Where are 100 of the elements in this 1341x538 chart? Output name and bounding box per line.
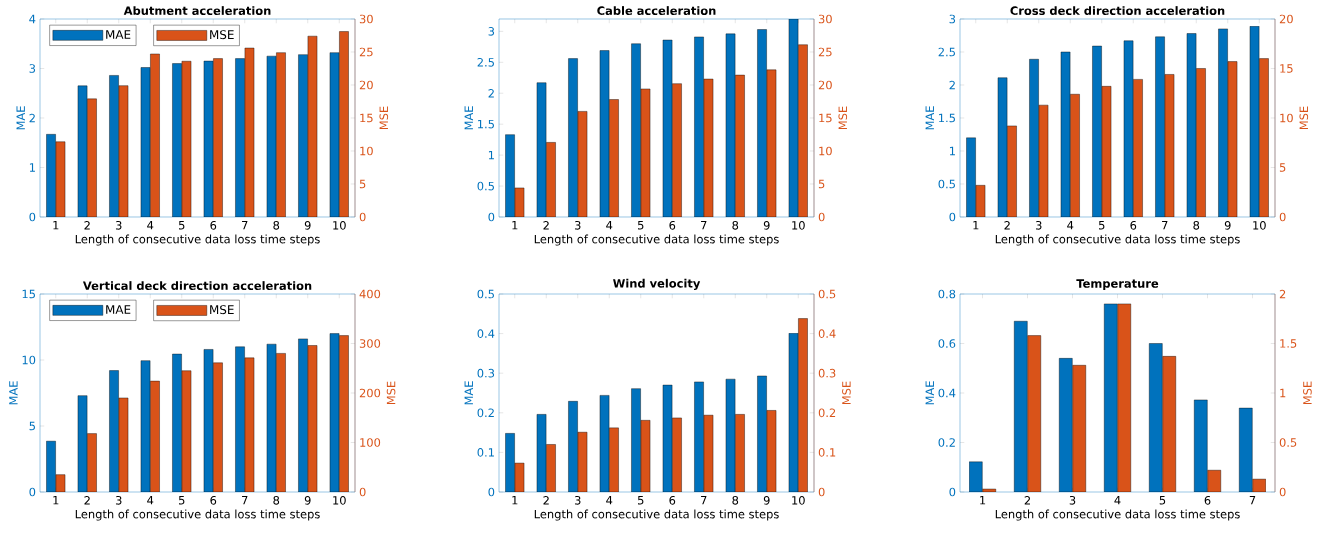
y-tick-label: 2.5 xyxy=(477,57,494,67)
x-tick-label: 5 xyxy=(179,221,185,230)
x-tick-label: 4 xyxy=(147,496,154,505)
x-tick-label: 10 xyxy=(333,221,346,230)
x-tick-label: 6 xyxy=(1130,221,1137,230)
y-tick-label: 0.8 xyxy=(938,289,956,299)
x-tick-label: 8 xyxy=(732,496,739,505)
y2-tick-label: 2 xyxy=(1279,289,1286,299)
y-tick-label: 3 xyxy=(29,64,36,73)
y2-tick-label: 0 xyxy=(1279,212,1286,222)
y2-tick-label: 100 xyxy=(360,438,381,447)
y-tick-label: 0.4 xyxy=(938,388,956,398)
y2-tick-label: 15 xyxy=(1280,64,1293,73)
y2-tick-label: 25 xyxy=(818,47,832,57)
y-tick-label: 0 xyxy=(29,212,36,222)
x-axis-title: Length of consecutive data loss time steps xyxy=(75,509,320,521)
y-tick-label: 3 xyxy=(488,27,495,36)
x-tick-label: 6 xyxy=(669,221,676,230)
x-axis-title: Length of consecutive data loss time steps xyxy=(995,234,1240,246)
y-tick-label: 3 xyxy=(949,14,956,24)
y-tick-label: 0.5 xyxy=(477,289,494,299)
y-tick-label: 0 xyxy=(949,212,956,222)
y2-tick-label: 0 xyxy=(359,487,366,497)
x-tick-label: 5 xyxy=(1159,496,1166,505)
chart-title: Cable acceleration xyxy=(597,6,716,15)
y-tick-label: 0.2 xyxy=(938,438,955,447)
x-tick-label: 10 xyxy=(792,496,805,505)
x-tick-label: 2 xyxy=(1004,221,1010,230)
y-tick-label: 2 xyxy=(29,113,35,123)
x-tick-label: 5 xyxy=(179,496,185,505)
y-tick-label: 0 xyxy=(29,487,36,497)
x-tick-label: 8 xyxy=(732,221,739,230)
y2-tick-label: 0.5 xyxy=(818,289,836,299)
chart-title: Cross deck direction acceleration xyxy=(1010,6,1225,15)
x-tick-label: 5 xyxy=(638,496,644,505)
chart-title: Wind velocity xyxy=(613,278,701,290)
x-tick-label: 2 xyxy=(84,221,90,230)
legend-label: MSE xyxy=(210,30,234,40)
y2-tick-label: 25 xyxy=(359,47,373,57)
x-tick-label: 3 xyxy=(574,221,581,230)
y-tick-label: 1.5 xyxy=(478,119,494,129)
y-axis-title: MAE xyxy=(925,381,934,405)
y2-tick-label: 10 xyxy=(1280,113,1293,123)
x-axis-title: Length of consecutive data loss time steps xyxy=(995,509,1240,521)
y-axis-title: MAE xyxy=(464,381,473,405)
y2-tick-label: 1 xyxy=(1280,388,1286,398)
y2-tick-label: 0.1 xyxy=(818,448,836,457)
x-tick-label: 3 xyxy=(1035,221,1042,230)
x-tick-label: 10 xyxy=(792,221,805,230)
x-tick-label: 9 xyxy=(763,496,770,505)
y-tick-label: 0.2 xyxy=(477,408,494,418)
y2-axis-title: MSE xyxy=(1303,381,1312,405)
y-tick-label: 4 xyxy=(29,14,36,24)
x-tick-label: 7 xyxy=(242,221,248,230)
y-axis-title: MAE xyxy=(464,106,473,130)
x-tick-label: 7 xyxy=(701,221,707,230)
x-tick-label: 6 xyxy=(210,496,217,505)
y-tick-label: 0 xyxy=(488,487,495,497)
y2-tick-label: 0.3 xyxy=(818,368,836,378)
y-tick-label: 1 xyxy=(29,163,35,172)
x-tick-label: 5 xyxy=(1099,221,1105,230)
y-tick-label: 2 xyxy=(488,89,494,98)
y2-tick-label: 10 xyxy=(360,146,373,156)
chart-title: Abutment acceleration xyxy=(123,6,271,15)
y2-tick-label: 10 xyxy=(819,146,832,156)
y-tick-label: 15 xyxy=(22,289,35,299)
x-tick-label: 2 xyxy=(543,496,549,505)
x-tick-label: 1 xyxy=(53,496,59,505)
y2-tick-label: 0 xyxy=(818,212,825,222)
y2-tick-label: 30 xyxy=(359,14,373,24)
y-tick-label: 0 xyxy=(949,487,956,497)
y2-tick-label: 20 xyxy=(818,80,832,90)
x-tick-label: 3 xyxy=(115,221,122,230)
x-axis-title: Length of consecutive data loss time steps xyxy=(534,509,779,521)
x-tick-label: 4 xyxy=(1067,221,1074,230)
x-tick-label: 5 xyxy=(638,221,644,230)
x-tick-label: 6 xyxy=(669,496,676,505)
y-tick-label: 5 xyxy=(29,421,35,431)
x-tick-label: 10 xyxy=(1253,221,1266,230)
y2-axis-title: MSE xyxy=(842,381,851,405)
y2-tick-label: 200 xyxy=(359,388,381,398)
x-tick-label: 1 xyxy=(512,496,518,505)
x-tick-label: 8 xyxy=(273,221,280,230)
x-tick-label: 1 xyxy=(512,221,518,230)
y2-tick-label: 15 xyxy=(360,113,373,123)
x-tick-label: 3 xyxy=(115,496,122,505)
y2-tick-label: 30 xyxy=(818,14,832,24)
x-tick-label: 9 xyxy=(763,221,770,230)
x-tick-label: 1 xyxy=(980,496,986,505)
x-axis-title: Length of consecutive data loss time steps xyxy=(534,234,779,246)
y-tick-label: 0.5 xyxy=(477,181,494,191)
y-tick-label: 0 xyxy=(488,212,495,222)
x-tick-label: 7 xyxy=(701,496,707,505)
x-tick-label: 7 xyxy=(242,496,248,505)
y2-tick-label: 400 xyxy=(359,289,381,299)
y2-tick-label: 0 xyxy=(818,487,825,497)
x-tick-label: 1 xyxy=(973,221,979,230)
x-tick-label: 8 xyxy=(273,496,280,505)
y2-tick-label: 0 xyxy=(1279,487,1286,497)
y2-tick-label: 1.5 xyxy=(1280,339,1297,348)
